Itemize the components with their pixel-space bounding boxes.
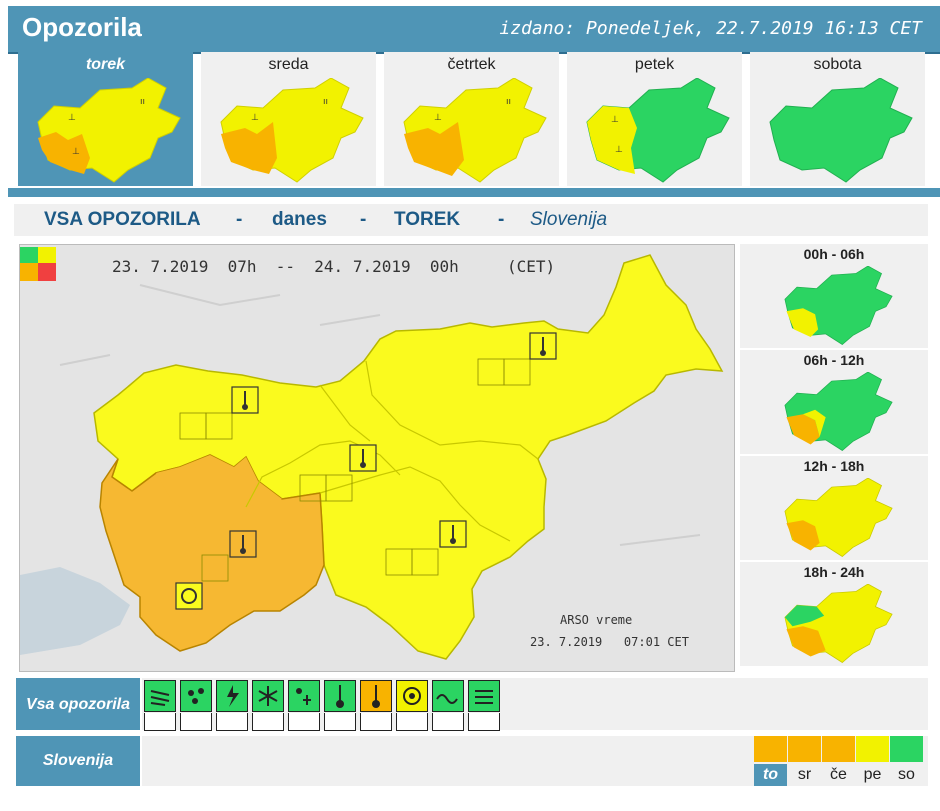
icon-base bbox=[396, 713, 428, 731]
tab-day-1[interactable]: torek ⊥ ıı ⊥ bbox=[18, 52, 193, 186]
day-abbr-to[interactable]: to bbox=[754, 764, 787, 786]
fire-danger-icon bbox=[175, 582, 203, 610]
day-abbr-pe[interactable]: pe bbox=[863, 766, 882, 783]
level-swatch-to[interactable] bbox=[754, 736, 787, 762]
tab-label: sreda bbox=[268, 56, 309, 73]
warning-type-icons bbox=[142, 678, 928, 731]
dash: - bbox=[498, 209, 505, 230]
tab-day-4[interactable]: petek ⊥ ⊥ bbox=[567, 52, 742, 186]
tab-day-3[interactable]: četrtek ⊥ ıı bbox=[384, 52, 559, 186]
wind-icon[interactable] bbox=[144, 680, 176, 712]
all-warnings-label: VSA OPOZORILA bbox=[44, 209, 201, 230]
svg-text:ıı: ıı bbox=[323, 96, 328, 106]
svg-text:⊥: ⊥ bbox=[615, 144, 623, 154]
today-label: danes bbox=[272, 209, 327, 230]
tab-label: petek bbox=[634, 56, 675, 73]
thumbnail-map: ⊥ ⊥ bbox=[586, 78, 730, 183]
fog-icon[interactable] bbox=[468, 680, 500, 712]
separator-bar bbox=[8, 188, 940, 197]
icon-base bbox=[288, 713, 320, 731]
snow-icon[interactable] bbox=[252, 680, 284, 712]
map-validity-period: 23. 7.2019 07h -- 24. 7.2019 00h (CET) bbox=[112, 257, 556, 276]
slovenia-map bbox=[20, 245, 734, 671]
map-source: ARSO vreme bbox=[560, 613, 633, 627]
period-0612[interactable]: 06h - 12h bbox=[740, 350, 928, 454]
level-swatch-ce[interactable] bbox=[822, 736, 855, 762]
page-title: Opozorila bbox=[22, 12, 142, 42]
icon-base bbox=[468, 713, 500, 731]
coastal-event-icon[interactable] bbox=[432, 680, 464, 712]
high-temperature-icon[interactable] bbox=[360, 680, 392, 712]
dash: - bbox=[360, 209, 367, 230]
icon-base bbox=[324, 713, 356, 731]
region-name: Slovenija bbox=[530, 209, 608, 230]
tab-label: četrtek bbox=[447, 56, 496, 73]
temperature-icon: ıı bbox=[140, 96, 145, 106]
low-temperature-icon[interactable] bbox=[324, 680, 356, 712]
all-warnings-row-label: Vsa opozorila bbox=[16, 678, 140, 730]
svg-text:⊥: ⊥ bbox=[611, 114, 619, 124]
level-swatch-so[interactable] bbox=[890, 736, 923, 762]
snow-rain-icon[interactable] bbox=[288, 680, 320, 712]
temperature-icon bbox=[349, 444, 377, 472]
level-swatch-pe[interactable] bbox=[856, 736, 889, 762]
section-title: VSA OPOZORILA - danes - TOREK - Slovenij… bbox=[14, 204, 928, 236]
period-label: 00h - 06h bbox=[803, 246, 865, 262]
tab-day-2[interactable]: sreda ⊥ ıı bbox=[201, 52, 376, 186]
icon-base bbox=[216, 713, 248, 731]
icon-base bbox=[144, 713, 176, 731]
day-name: TOREK bbox=[394, 209, 461, 230]
tab-label: torek bbox=[85, 56, 126, 73]
main-warning-map[interactable]: 23. 7.2019 07h -- 24. 7.2019 00h (CET) A… bbox=[19, 244, 735, 672]
day-abbr-ce[interactable]: če bbox=[830, 766, 847, 783]
icon-base bbox=[180, 713, 212, 731]
svg-text:⊥: ⊥ bbox=[434, 112, 442, 122]
period-map bbox=[784, 372, 893, 451]
temperature-icon bbox=[229, 530, 257, 558]
period-0006[interactable]: 00h - 06h bbox=[740, 244, 928, 348]
period-label: 18h - 24h bbox=[803, 564, 865, 580]
period-label: 06h - 12h bbox=[803, 352, 865, 368]
slovenija-row-label: Slovenija bbox=[16, 736, 140, 786]
level-swatch-sr[interactable] bbox=[788, 736, 821, 762]
fire-danger-icon[interactable] bbox=[396, 680, 428, 712]
temperature-icon bbox=[231, 386, 259, 414]
temperature-icon: ⊥ bbox=[72, 146, 80, 156]
slovenija-day-summary: to sr če pe so bbox=[142, 736, 928, 786]
period-map bbox=[784, 266, 893, 345]
icon-base bbox=[432, 713, 464, 731]
period-label: 12h - 18h bbox=[803, 458, 865, 474]
temperature-icon: ⊥ bbox=[68, 112, 76, 122]
dash: - bbox=[236, 209, 243, 230]
map-timestamp: 23. 7.2019 07:01 CET bbox=[530, 635, 689, 649]
svg-text:⊥: ⊥ bbox=[251, 112, 259, 122]
thumbnail-map: ⊥ ıı ⊥ bbox=[37, 78, 181, 183]
issued-timestamp: izdano: Ponedeljek, 22.7.2019 16:13 CET bbox=[499, 18, 922, 39]
header-bar: Opozorila izdano: Ponedeljek, 22.7.2019 … bbox=[8, 6, 940, 54]
period-1824[interactable]: 18h - 24h bbox=[740, 562, 928, 666]
legend-color-squares bbox=[20, 247, 56, 281]
temperature-icon bbox=[529, 332, 557, 360]
temperature-icon bbox=[439, 520, 467, 548]
tab-label: sobota bbox=[813, 56, 862, 73]
day-tabs: torek ⊥ ıı ⊥ sreda ⊥ ıı četrtek ⊥ ıı pet… bbox=[18, 52, 940, 188]
thumbnail-map bbox=[769, 78, 913, 183]
svg-text:ıı: ıı bbox=[506, 96, 511, 106]
thumbnail-map: ⊥ ıı bbox=[220, 78, 364, 183]
day-abbr-so[interactable]: so bbox=[898, 766, 915, 783]
thunderstorm-icon[interactable] bbox=[216, 680, 248, 712]
icon-base bbox=[360, 713, 392, 731]
period-map bbox=[784, 478, 893, 557]
period-map bbox=[784, 584, 893, 663]
thumbnail-map: ⊥ ıı bbox=[403, 78, 547, 183]
icon-base bbox=[252, 713, 284, 731]
rain-icon[interactable] bbox=[180, 680, 212, 712]
day-abbr-sr[interactable]: sr bbox=[797, 766, 812, 783]
tab-day-5[interactable]: sobota bbox=[750, 52, 925, 186]
period-1218[interactable]: 12h - 18h bbox=[740, 456, 928, 560]
